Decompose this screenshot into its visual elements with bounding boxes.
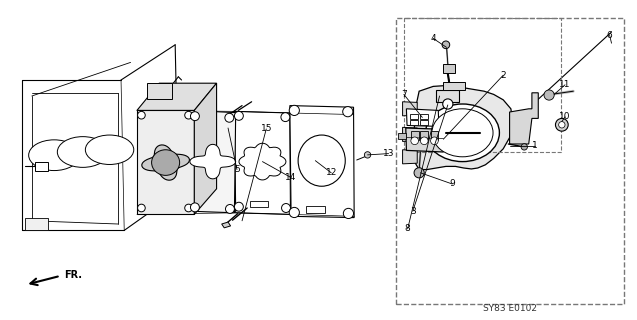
Polygon shape	[190, 144, 236, 179]
Polygon shape	[194, 83, 217, 214]
Circle shape	[138, 111, 145, 119]
Circle shape	[443, 99, 453, 109]
Ellipse shape	[57, 137, 108, 167]
Text: 5: 5	[234, 165, 240, 174]
Polygon shape	[234, 111, 290, 214]
Polygon shape	[510, 93, 538, 144]
Circle shape	[185, 204, 192, 212]
Bar	[420, 131, 428, 140]
Polygon shape	[414, 86, 513, 170]
Text: 7: 7	[401, 90, 407, 99]
Circle shape	[138, 204, 145, 212]
Text: 1: 1	[532, 141, 538, 150]
Circle shape	[521, 144, 527, 150]
Bar	[306, 206, 325, 213]
Text: 9: 9	[449, 180, 455, 188]
Text: FR.: FR.	[64, 269, 82, 280]
Ellipse shape	[298, 135, 345, 186]
Polygon shape	[222, 222, 231, 228]
Circle shape	[431, 137, 438, 145]
Bar	[411, 131, 419, 140]
Bar	[431, 131, 438, 140]
Text: 14: 14	[285, 173, 297, 182]
Bar	[410, 120, 418, 125]
Polygon shape	[290, 106, 354, 218]
Circle shape	[364, 152, 371, 158]
Ellipse shape	[85, 135, 134, 164]
Circle shape	[343, 107, 353, 117]
Circle shape	[442, 41, 450, 49]
Polygon shape	[443, 82, 465, 90]
Circle shape	[555, 118, 568, 131]
Ellipse shape	[29, 140, 80, 171]
Text: 4: 4	[431, 34, 436, 43]
Text: 12: 12	[326, 168, 337, 177]
Bar	[396, 18, 624, 304]
Polygon shape	[137, 83, 217, 110]
Circle shape	[282, 204, 290, 212]
Text: 8: 8	[404, 224, 411, 233]
Polygon shape	[239, 143, 286, 180]
Bar	[410, 114, 418, 119]
Bar	[420, 120, 428, 125]
Text: 15: 15	[261, 124, 272, 133]
Circle shape	[343, 208, 354, 219]
Polygon shape	[398, 133, 406, 139]
Bar	[404, 18, 561, 152]
Text: 2: 2	[501, 71, 506, 80]
Polygon shape	[137, 110, 194, 214]
Text: SY83 E0102: SY83 E0102	[483, 304, 536, 313]
Polygon shape	[403, 127, 417, 141]
Polygon shape	[406, 128, 443, 152]
Polygon shape	[142, 145, 189, 180]
Circle shape	[420, 137, 428, 145]
Ellipse shape	[432, 109, 493, 157]
Text: 3: 3	[410, 207, 416, 216]
Polygon shape	[35, 162, 48, 171]
Circle shape	[190, 112, 199, 121]
Polygon shape	[436, 90, 459, 102]
Polygon shape	[406, 109, 439, 126]
Circle shape	[281, 113, 290, 122]
Circle shape	[559, 122, 565, 128]
Text: 6: 6	[606, 31, 613, 40]
Circle shape	[544, 90, 554, 100]
Circle shape	[289, 105, 299, 116]
Circle shape	[411, 137, 419, 145]
Bar	[420, 114, 428, 119]
Polygon shape	[190, 110, 236, 213]
Ellipse shape	[152, 150, 180, 175]
Circle shape	[414, 168, 424, 178]
Polygon shape	[403, 102, 417, 116]
Ellipse shape	[426, 104, 499, 162]
Circle shape	[234, 202, 243, 211]
Polygon shape	[403, 150, 417, 164]
Bar	[250, 201, 268, 207]
Circle shape	[289, 207, 299, 218]
Text: 10: 10	[559, 112, 571, 121]
Circle shape	[225, 113, 234, 122]
Bar	[443, 64, 455, 73]
Circle shape	[234, 111, 243, 120]
Text: 13: 13	[383, 149, 394, 158]
Circle shape	[190, 203, 199, 212]
Bar	[147, 83, 172, 99]
Polygon shape	[25, 218, 48, 230]
Circle shape	[225, 204, 234, 213]
Text: 11: 11	[559, 80, 571, 89]
Circle shape	[185, 111, 192, 119]
